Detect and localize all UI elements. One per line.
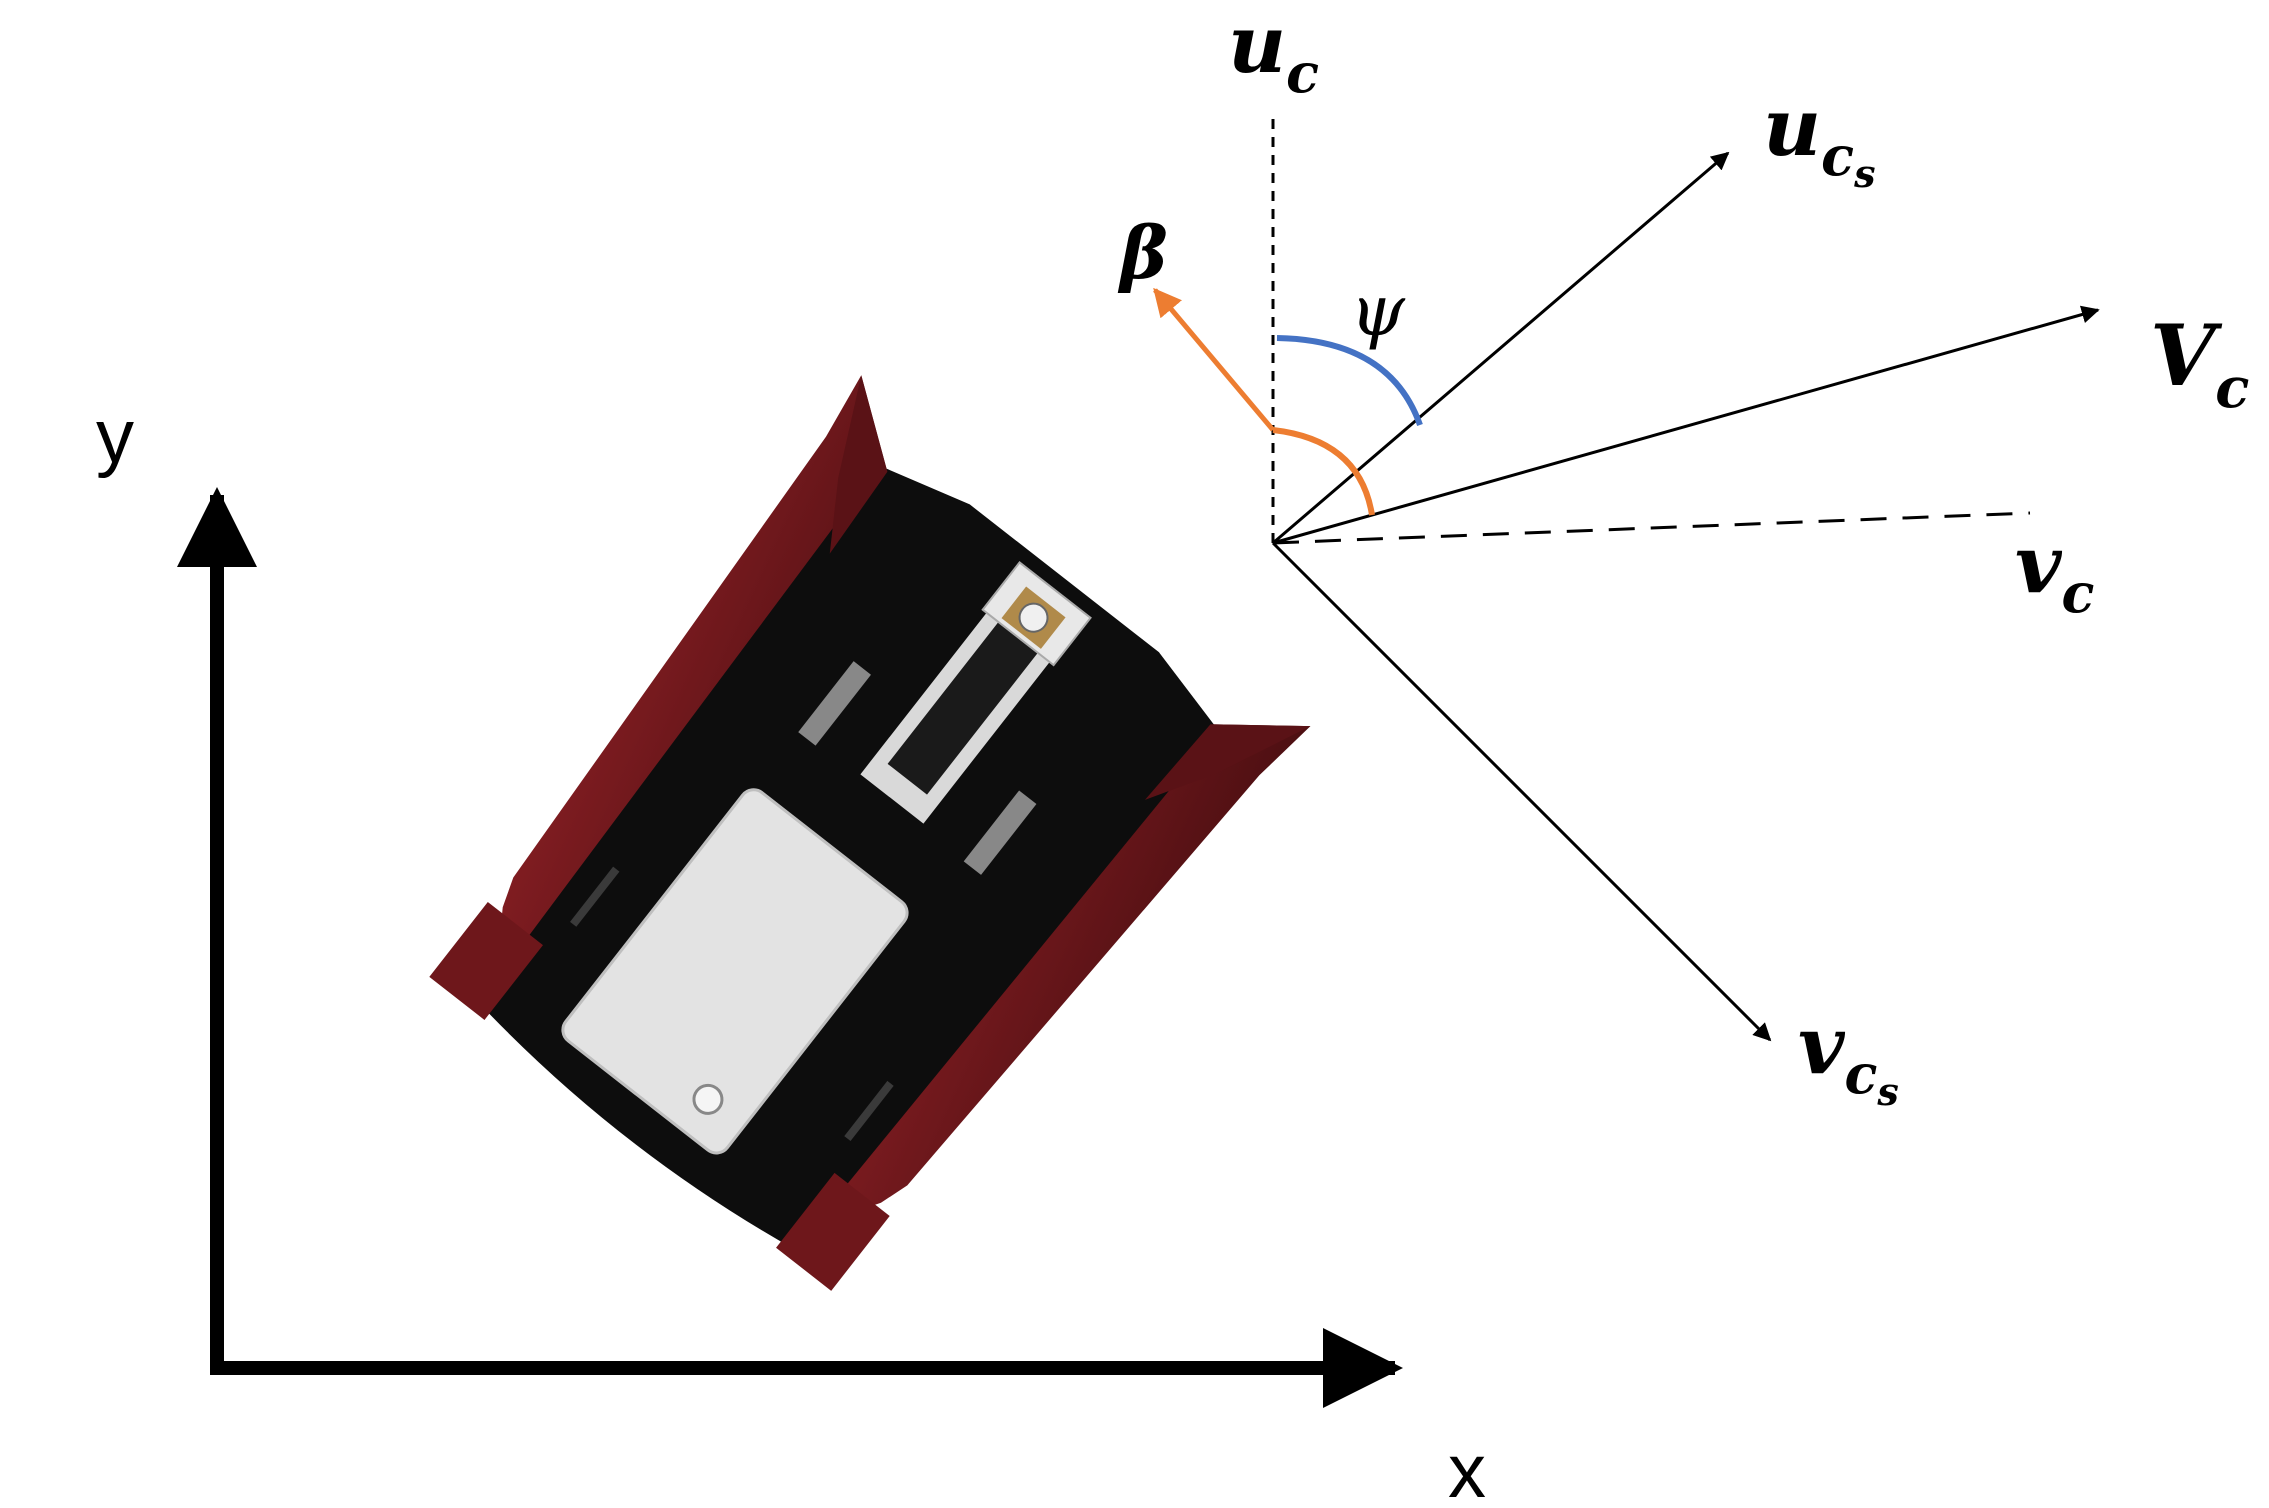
catamaran-vessel-icon — [429, 375, 1311, 1291]
beta-vector — [1153, 287, 1275, 432]
psi-arc — [1276, 335, 1423, 427]
deck-knob — [692, 1083, 724, 1115]
bow-face-port — [829, 375, 888, 554]
label-beta: β — [1117, 210, 1168, 295]
label-v-cs: vcs — [1798, 998, 1899, 1114]
label-u-c: uc — [1228, 0, 1319, 105]
v-cs-vector — [1271, 541, 1772, 1042]
label-u-cs: ucs — [1763, 80, 1875, 196]
sensor-bracket-slot — [887, 606, 1051, 795]
vector-labels: uc ucs Vc vc vcs β ψ — [1117, 0, 2249, 1114]
thruster-port — [798, 661, 871, 746]
label-V-c: Vc — [2150, 306, 2249, 421]
stern-cap-port — [429, 901, 543, 1020]
V-c-vector — [1272, 305, 2100, 545]
x-axis-label: x — [1448, 1429, 1486, 1503]
rail-port — [570, 866, 620, 927]
v-c-axis-dashed — [1272, 511, 2031, 545]
rail-starboard — [844, 1080, 894, 1141]
global-axes: y x — [96, 394, 1486, 1508]
sensor-lens — [1018, 602, 1049, 633]
label-v-c: vc — [2015, 517, 2094, 625]
deck-panel — [561, 788, 909, 1155]
thruster-starboard — [963, 790, 1037, 875]
body-frame — [1153, 118, 2100, 1042]
label-psi: ψ — [1350, 270, 1406, 352]
y-axis-label: y — [96, 394, 134, 479]
bow-face-starboard — [1144, 724, 1311, 800]
stern-cap-starboard — [776, 1172, 890, 1291]
beta-arc — [1272, 427, 1375, 516]
u-cs-vector — [1272, 151, 1730, 545]
